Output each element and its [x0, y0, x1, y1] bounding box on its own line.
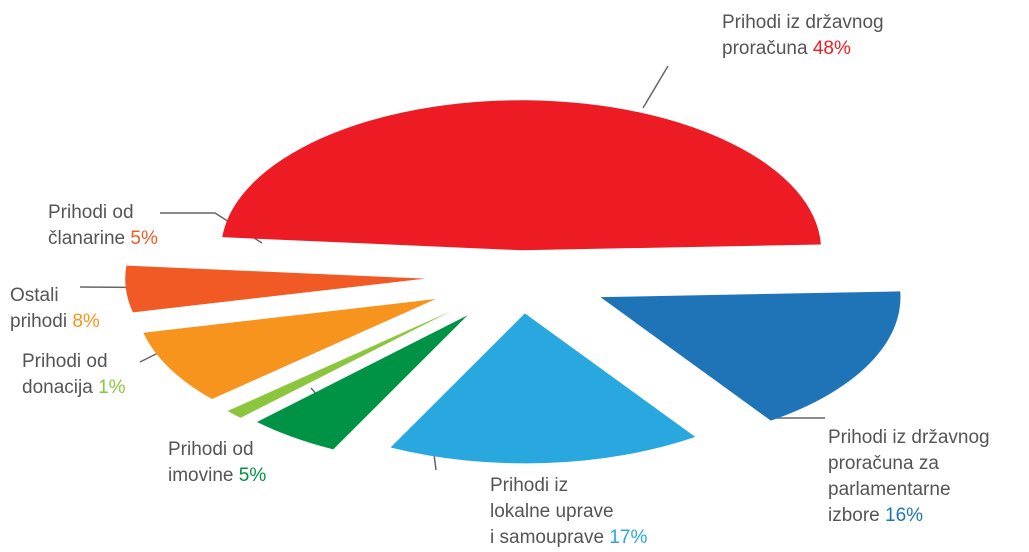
- slice-label: Prihodi od članarine 5%: [48, 200, 158, 252]
- slice-label: Prihodi iz državnog proračuna 48%: [722, 10, 884, 62]
- value-label: 5%: [238, 465, 267, 486]
- slice-label: Prihodi od imovine 5%: [168, 437, 266, 489]
- category-name: Prihodi od imovine: [168, 439, 254, 486]
- pie-slice: [143, 299, 436, 400]
- value-label: 17%: [609, 527, 648, 548]
- value-label: 48%: [812, 38, 851, 59]
- category-name: Prihodi od donacija: [22, 351, 108, 398]
- category-name: Prihodi iz državnog proračuna: [722, 12, 884, 59]
- slice-label: Ostali prihodi 8%: [10, 283, 100, 335]
- category-name: Ostali prihodi: [10, 285, 68, 332]
- category-name: Prihodi iz lokalne uprave i samouprave: [490, 475, 614, 548]
- pie-slice: [227, 311, 452, 418]
- pie-slice: [390, 313, 696, 464]
- value-label: 5%: [130, 228, 158, 249]
- leader-line: [642, 65, 669, 109]
- slice-label: Prihodi iz lokalne uprave i samouprave 1…: [490, 473, 647, 551]
- pie-slice: [600, 291, 901, 421]
- pie-slice: [222, 100, 821, 251]
- value-label: 16%: [885, 505, 924, 526]
- category-name: Prihodi od članarine: [48, 202, 134, 249]
- pie-slice: [125, 265, 426, 313]
- pie-slice: [256, 315, 468, 450]
- category-name: Prihodi iz državnog proračuna za parlame…: [828, 427, 990, 526]
- slice-label: Prihodi iz državnog proračuna za parlame…: [828, 425, 990, 529]
- value-label: 1%: [98, 377, 126, 398]
- slice-label: Prihodi od donacija 1%: [22, 349, 126, 401]
- value-label: 8%: [72, 311, 100, 332]
